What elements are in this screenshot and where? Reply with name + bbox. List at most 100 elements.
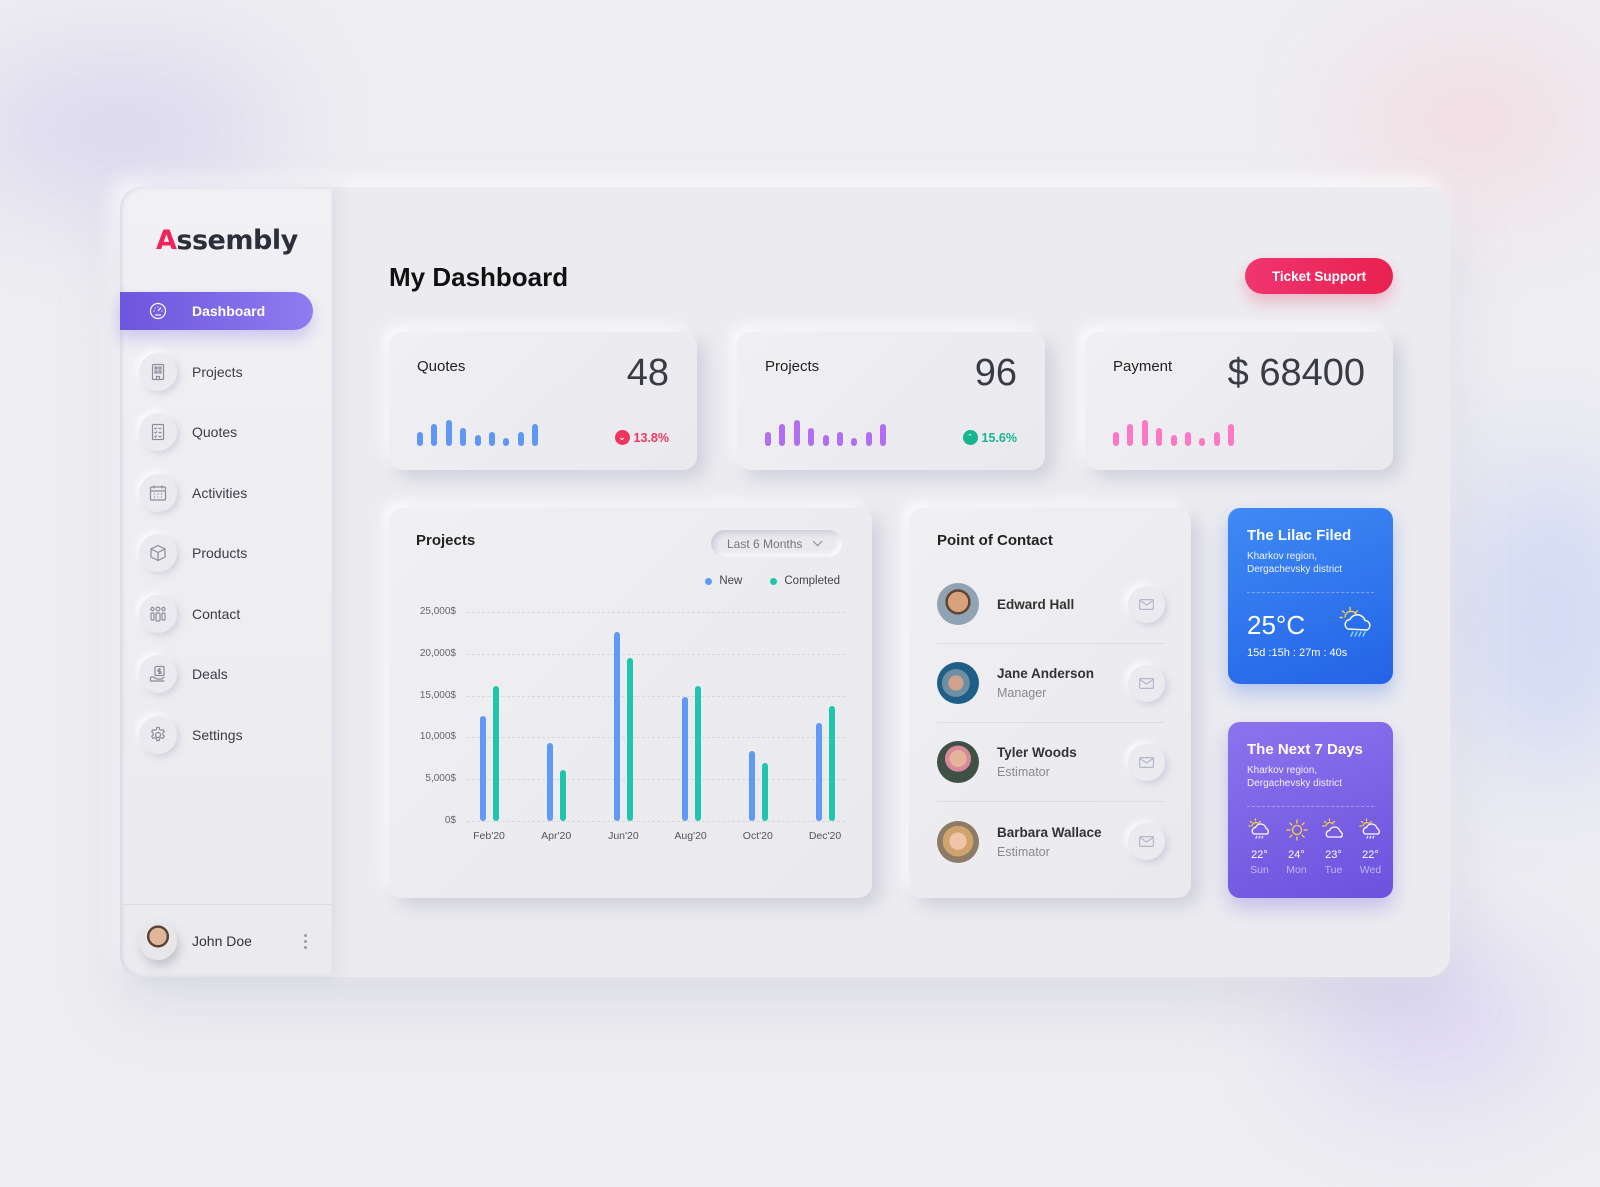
sidebar-item-projects[interactable]: Projects: [120, 352, 332, 391]
logo[interactable]: Assembly: [156, 225, 298, 256]
mail-button[interactable]: [1128, 585, 1165, 623]
range-dropdown[interactable]: Last 6 Months: [711, 530, 842, 557]
sidebar-item-products[interactable]: Products: [120, 534, 332, 572]
page-title: My Dashboard: [389, 262, 569, 292]
bar-new[interactable]: [816, 723, 822, 821]
contact-item[interactable]: Edward Hall: [937, 565, 1165, 644]
sparkline-bar: [474, 435, 481, 446]
sidebar-item-label: Quotes: [192, 424, 238, 440]
mail-button[interactable]: [1128, 664, 1165, 702]
sparkline-bar: [532, 424, 539, 446]
sidebar-item-contact[interactable]: Contact: [120, 594, 332, 633]
sidebar-item-label: Contact: [192, 605, 241, 622]
bar-completed[interactable]: [493, 685, 499, 821]
bar-completed[interactable]: [829, 705, 835, 821]
bar-new[interactable]: [614, 632, 621, 821]
sidebar-item-label: Deals: [192, 666, 228, 682]
forecast-day: 22° Wed: [1354, 818, 1387, 876]
contact-item[interactable]: Tyler Woods Estimator: [937, 723, 1165, 802]
x-axis-label: Dec'20: [808, 830, 842, 842]
bar-completed[interactable]: [694, 685, 701, 821]
sidebar-item-label: Projects: [192, 363, 243, 380]
stat-title: Payment: [1113, 358, 1173, 375]
sparkline: [417, 418, 539, 446]
bar-completed[interactable]: [560, 770, 567, 821]
sidebar-item-dashboard[interactable]: Dashboard: [120, 292, 313, 330]
weather-location: Kharkov region, Dergachevsky district: [1247, 550, 1342, 576]
sidebar-item-quotes[interactable]: Quotes: [120, 413, 332, 451]
x-axis-label: Feb'20: [473, 830, 505, 842]
ticket-support-button[interactable]: Ticket Support: [1245, 258, 1393, 294]
chart-title: Projects: [416, 532, 476, 549]
avatar[interactable]: [139, 922, 177, 960]
logo-text: ssembly: [176, 225, 298, 256]
bar-new[interactable]: [547, 743, 554, 821]
bar-new[interactable]: [480, 715, 486, 821]
sun-cloud-rain-icon: [1339, 606, 1371, 637]
sparkline-bar: [779, 424, 786, 446]
sidebar-item-deals[interactable]: Deals: [120, 655, 332, 693]
trend-down-icon: ⌄: [614, 430, 630, 445]
weather-district: Dergachevsky district: [1247, 778, 1343, 789]
mail-button[interactable]: [1128, 743, 1165, 781]
calendar-icon: [139, 473, 177, 512]
trend-up-icon: ˆ: [962, 430, 978, 445]
current-user[interactable]: John Doe: [120, 904, 332, 977]
contact-role: Estimator: [997, 844, 1050, 859]
legend-item-new: New: [705, 575, 742, 587]
weather-now-card[interactable]: The Lilac Filed Kharkov region, Dergache…: [1228, 508, 1393, 684]
gridline: [467, 779, 845, 781]
sparkline-bar: [851, 438, 858, 446]
y-axis-label: 25,000$: [419, 606, 456, 617]
background-blob: [1340, 40, 1600, 200]
sun-cloud-rain-icon: [1247, 818, 1269, 839]
divider: [1247, 806, 1374, 807]
stat-card-projects: Projects 96 ˆ 15.6%: [737, 332, 1045, 470]
delta-value: 15.6%: [981, 430, 1017, 445]
forecast-temp: 22°: [1251, 849, 1268, 861]
sparkline: [765, 418, 887, 446]
gridline: [467, 653, 845, 655]
sparkline-bar: [836, 432, 843, 446]
legend-label: New: [719, 575, 743, 587]
sidebar: Assembly Dashboard Projects Quotes Activ…: [120, 187, 332, 977]
sidebar-item-activities[interactable]: Activities: [120, 473, 332, 512]
more-options-icon[interactable]: [304, 933, 307, 949]
bar-new[interactable]: [748, 750, 755, 821]
forecast-day: 22° Sun: [1243, 818, 1276, 876]
y-axis-label: 0$: [444, 815, 456, 826]
forecast-day: 24° Mon: [1280, 818, 1313, 876]
forecast-temp: 22°: [1362, 849, 1379, 861]
bar-completed[interactable]: [627, 657, 634, 821]
avatar: [937, 741, 979, 783]
stat-card-payment: Payment $ 68400: [1085, 332, 1393, 470]
avatar: [937, 583, 979, 625]
sidebar-item-settings[interactable]: Settings: [120, 715, 332, 754]
legend-label: Completed: [784, 575, 840, 587]
sparkline-bar: [1184, 432, 1191, 446]
sparkline-bar: [488, 432, 495, 446]
gridline: [467, 821, 845, 822]
point-of-contact-card: Point of Contact Edward Hall Jane Anders…: [909, 508, 1191, 898]
mail-button[interactable]: [1128, 823, 1165, 860]
chart-legend: New Completed: [705, 575, 840, 587]
mail-icon: [1139, 677, 1154, 689]
bar-completed[interactable]: [761, 763, 768, 821]
people-group-icon: [139, 594, 177, 633]
sidebar-item-label: Settings: [192, 726, 243, 743]
stat-value: $ 68400: [1227, 352, 1365, 394]
weather-title: The Next 7 Days: [1247, 741, 1363, 758]
sparkline-bar: [417, 432, 423, 446]
contact-item[interactable]: Jane Anderson Manager: [937, 644, 1165, 723]
forecast-temp: 24°: [1288, 849, 1305, 861]
stat-title: Projects: [765, 358, 820, 375]
stat-title: Quotes: [417, 358, 466, 375]
background-blob: [0, 60, 280, 200]
forecast-days: 22° Sun 24° Mon 23° Tue 22° Wed: [1243, 818, 1387, 876]
sidebar-item-label: Dashboard: [192, 303, 266, 319]
bar-new[interactable]: [681, 697, 688, 821]
sparkline-bar: [431, 424, 438, 446]
weather-forecast-card[interactable]: The Next 7 Days Kharkov region, Dergache…: [1228, 722, 1393, 898]
contact-role: Estimator: [997, 765, 1050, 779]
contact-item[interactable]: Barbara Wallace Estimator: [937, 802, 1165, 881]
